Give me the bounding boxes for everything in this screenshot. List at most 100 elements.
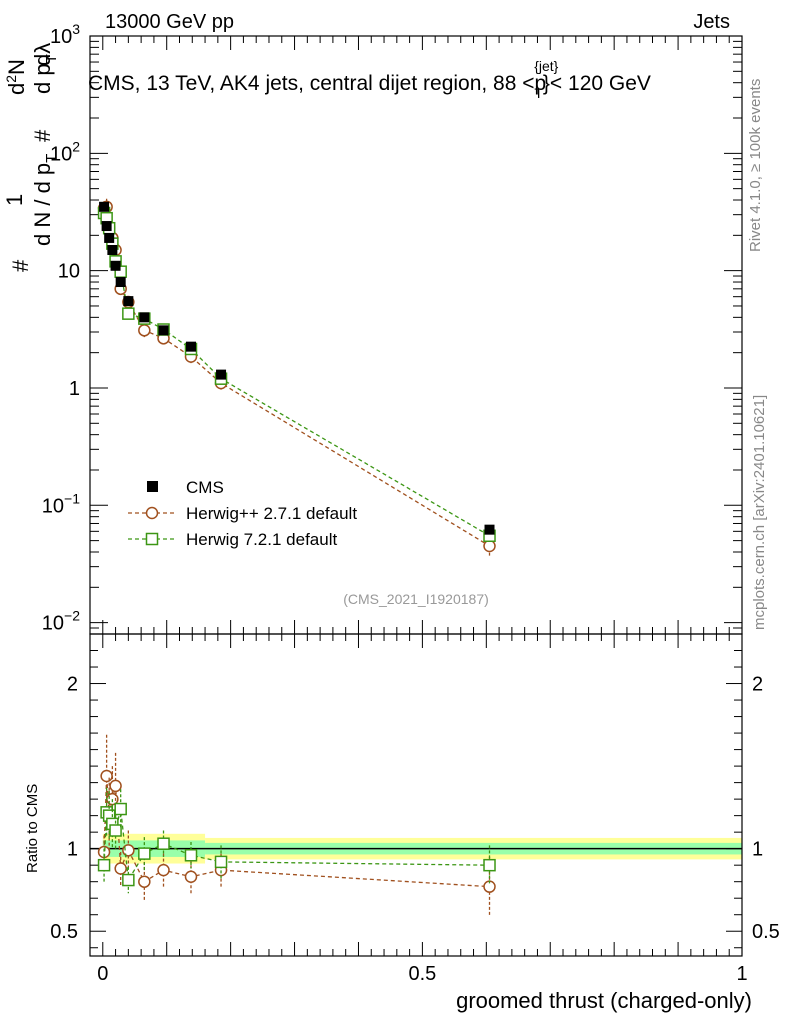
y-tick-base: 10 [50, 26, 72, 48]
herwig7-ratio-point [109, 824, 122, 837]
ylabel-d2n-d: d [4, 83, 29, 95]
legend-herwig7-marker [145, 532, 159, 546]
x-tick-label: 1 [736, 963, 747, 985]
herwig7-ratio-point [157, 837, 170, 850]
title-sub: T [534, 85, 543, 101]
ylabel-dpt-sub: T [43, 54, 60, 63]
ylabel-dn-dpt-sub: T [43, 154, 60, 163]
y-tick-label: 10−1 [42, 490, 80, 517]
herwig7-ratio-point [97, 858, 111, 872]
herwig7-ratio-point [114, 802, 127, 816]
herwigpp-point [483, 539, 496, 553]
ylabel-hash-left: # [8, 259, 33, 272]
mcplots-label: mcplots.cern.ch [arXiv:2401.10621] [751, 395, 768, 630]
y-tick-base: 10 [42, 495, 64, 517]
herwig7-ratio-point [184, 849, 198, 862]
ylabel-dpt-main: d p [30, 63, 55, 94]
legend-herwigpp-label: Herwig++ 2.7.1 default [186, 504, 357, 523]
herwig7-point [122, 307, 135, 320]
ratio-tick-label-left: 1 [67, 839, 78, 861]
ratio-tick-label-right: 2 [752, 674, 763, 696]
herwig7-line [103, 212, 490, 537]
legend-item-cms: CMS [147, 478, 224, 497]
ratio-plot [90, 734, 742, 917]
herwig7-ratio-point [483, 858, 496, 872]
y-tick-label: 103 [50, 21, 80, 48]
herwigpp-ratio-point [122, 844, 135, 857]
legend-cms-label: CMS [186, 478, 224, 497]
ratio-y-label: Ratio to CMS [24, 784, 41, 873]
x-tick-label: 0 [97, 963, 108, 985]
legend-item-herwig7: Herwig 7.2.1 default [128, 530, 337, 549]
ylabel-d2n-sup: 2 [3, 75, 19, 83]
ylabel-one: 1 [2, 194, 27, 206]
ylabel-dpt: d pT [30, 54, 60, 94]
legend-item-herwigpp: Herwig++ 2.7.1 default [128, 504, 357, 523]
analysis-watermark: (CMS_2021_I1920187) [343, 591, 489, 607]
x-axis-label: groomed thrust (charged-only) [456, 988, 752, 1013]
y-tick-base: 10 [42, 613, 64, 635]
ylabel-hash-upper: # [30, 129, 55, 142]
cms-point [107, 244, 118, 255]
header-jets: Jets [693, 11, 730, 33]
herwig7-ratio-point [138, 847, 151, 860]
y-tick-base: 10 [50, 143, 72, 165]
y-tick-label: 1 [69, 378, 80, 400]
ratio-tick-label-right: 0.5 [752, 921, 780, 943]
cms-point [99, 201, 110, 212]
legend: CMS Herwig++ 2.7.1 default Herwig 7.2.1 … [128, 478, 357, 549]
y-tick-exp: −1 [64, 490, 80, 506]
herwigpp-line [103, 205, 490, 547]
herwig7-ratio-point [214, 855, 228, 869]
cms-point [216, 369, 227, 380]
ylabel-dn-dpt-main: d N / d p [30, 163, 55, 246]
main-plot [97, 198, 496, 556]
herwigpp-ratio-point [184, 870, 198, 883]
y-tick-label: 10−2 [42, 608, 80, 635]
cms-point [158, 325, 169, 336]
title-main: CMS, 13 TeV, AK4 jets, central dijet reg… [88, 72, 546, 95]
cms-point [115, 277, 126, 288]
cms-point [101, 221, 112, 232]
x-tick-label: 0.5 [408, 963, 436, 985]
y-tick-label: 10 [58, 261, 80, 283]
herwigpp-ratio-point [114, 862, 127, 875]
y-tick-base: 1 [69, 378, 80, 400]
ylabel-d2n: d2N [3, 59, 29, 95]
herwig7-ratio-point [122, 873, 135, 887]
ratio-tick-label-left: 2 [67, 674, 78, 696]
ratio-tick-label-right: 1 [752, 839, 763, 861]
legend-herwig7-label: Herwig 7.2.1 default [186, 530, 337, 549]
chart-title: CMS, 13 TeV, AK4 jets, central dijet reg… [88, 58, 651, 101]
herwigpp-ratio-point [100, 769, 113, 783]
cms-point [110, 260, 121, 271]
y-tick-base: 10 [58, 261, 80, 283]
herwigpp-ratio-point [138, 875, 151, 888]
y-tick-exp: 2 [72, 138, 80, 154]
header-energy: 13000 GeV pp [105, 11, 234, 33]
ratio-tick-label-left: 0.5 [50, 921, 78, 943]
y-axis-label: # 1 d N / d pT # d2N d pT dλ [2, 43, 60, 272]
herwigpp-ratio-point [157, 863, 170, 877]
title-tail: }< 120 GeV [543, 72, 651, 95]
cms-point [139, 312, 150, 323]
y-tick-exp: −2 [64, 608, 80, 624]
title-sup: {jet} [534, 58, 558, 74]
ylabel-dlambda: dλ [30, 43, 55, 66]
legend-cms-marker [147, 481, 158, 492]
cms-point [123, 296, 134, 307]
rivet-label: Rivet 4.1.0, ≥ 100k events [747, 79, 764, 252]
herwigpp-point [138, 324, 151, 337]
ylabel-d2n-n: N [4, 59, 29, 75]
ratio-frame [89, 633, 743, 957]
cms-point [104, 232, 115, 243]
cms-point [484, 524, 495, 535]
ylabel-dn-dpt: d N / d pT [30, 154, 60, 246]
herwigpp-ratio-point [109, 779, 122, 793]
y-tick-exp: 3 [72, 21, 80, 37]
legend-herwigpp-marker [145, 506, 159, 520]
cms-point [185, 341, 196, 352]
y-tick-label: 102 [50, 138, 80, 165]
